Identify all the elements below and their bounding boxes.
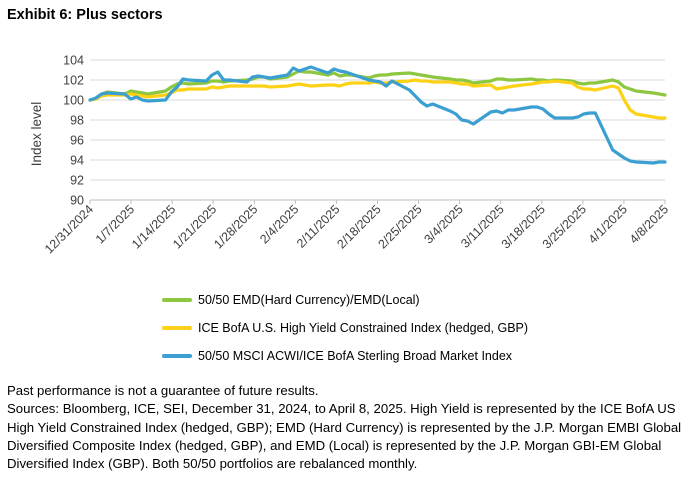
y-tick-label: 104 bbox=[63, 54, 84, 68]
x-tick-label: 12/31/2024 bbox=[42, 202, 96, 256]
x-tick-label: 2/18/2025 bbox=[334, 202, 383, 251]
x-tick-label: 1/28/2025 bbox=[211, 202, 260, 251]
x-axis-ticks: 12/31/20241/7/20251/14/20251/21/20251/28… bbox=[42, 200, 671, 256]
legend-swatch-high-yield bbox=[162, 326, 192, 330]
legend-label-msci: 50/50 MSCI ACWI/ICE BofA Sterling Broad … bbox=[198, 349, 513, 363]
legend-label-high-yield: ICE BofA U.S. High Yield Constrained Ind… bbox=[198, 321, 529, 335]
x-tick-label: 3/25/2025 bbox=[540, 202, 589, 251]
disclaimer-text: Past performance is not a guarantee of f… bbox=[7, 383, 319, 398]
y-tick-label: 90 bbox=[70, 194, 84, 208]
x-tick-label: 1/21/2025 bbox=[170, 202, 219, 251]
y-tick-label: 100 bbox=[63, 94, 84, 108]
legend-item-emd: 50/50 EMD(Hard Currency)/EMD(Local) bbox=[162, 286, 528, 314]
legend-item-msci: 50/50 MSCI ACWI/ICE BofA Sterling Broad … bbox=[162, 342, 528, 370]
series-line-0 bbox=[88, 69, 667, 102]
series-line-2 bbox=[88, 65, 667, 165]
x-tick-label: 3/18/2025 bbox=[499, 202, 548, 251]
x-tick-label: 4/8/2025 bbox=[627, 202, 671, 246]
y-tick-label: 94 bbox=[70, 154, 84, 168]
legend-swatch-emd bbox=[162, 298, 192, 302]
x-tick-label: 4/1/2025 bbox=[586, 202, 630, 246]
sources-text: Sources: Bloomberg, ICE, SEI, December 3… bbox=[7, 401, 682, 472]
y-tick-label: 98 bbox=[70, 114, 84, 128]
y-tick-label: 92 bbox=[70, 174, 84, 188]
legend-swatch-msci bbox=[162, 354, 192, 358]
y-tick-label: 96 bbox=[70, 134, 84, 148]
x-tick-label: 1/14/2025 bbox=[129, 202, 178, 251]
exhibit-title: Exhibit 6: Plus sectors bbox=[7, 7, 163, 23]
y-axis-ticks: 90 92 94 96 98 100 102 104 bbox=[63, 54, 84, 208]
footer-notes: Past performance is not a guarantee of f… bbox=[7, 382, 695, 473]
y-axis-label: Index level bbox=[29, 102, 44, 167]
y-tick-label: 102 bbox=[63, 74, 84, 88]
chart-legend: 50/50 EMD(Hard Currency)/EMD(Local) ICE … bbox=[162, 286, 528, 370]
series-lines bbox=[88, 65, 667, 165]
line-chart: 90 92 94 96 98 100 102 104 12/31/20241/7/20251/… bbox=[29, 54, 671, 257]
legend-label-emd: 50/50 EMD(Hard Currency)/EMD(Local) bbox=[198, 293, 420, 307]
legend-item-high-yield: ICE BofA U.S. High Yield Constrained Ind… bbox=[162, 314, 528, 342]
x-tick-label: 2/25/2025 bbox=[375, 202, 424, 251]
